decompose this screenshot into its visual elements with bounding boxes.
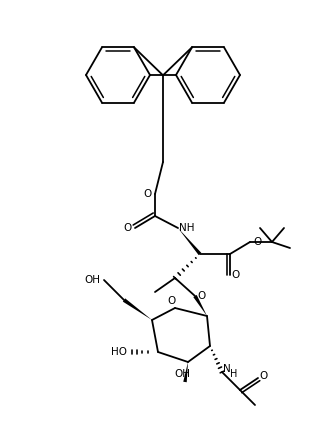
Text: O: O bbox=[253, 237, 261, 247]
Polygon shape bbox=[193, 295, 207, 316]
Text: O: O bbox=[232, 270, 240, 280]
Text: OH: OH bbox=[174, 369, 190, 379]
Text: O: O bbox=[123, 223, 131, 233]
Text: N: N bbox=[223, 364, 231, 374]
Text: O: O bbox=[260, 371, 268, 381]
Polygon shape bbox=[183, 362, 188, 382]
Text: O: O bbox=[168, 296, 176, 306]
Text: O: O bbox=[198, 291, 206, 301]
Text: H: H bbox=[230, 369, 238, 379]
Text: NH: NH bbox=[179, 223, 195, 233]
Text: O: O bbox=[143, 189, 151, 199]
Polygon shape bbox=[123, 298, 152, 320]
Text: HO: HO bbox=[111, 347, 127, 357]
Polygon shape bbox=[178, 228, 201, 255]
Text: OH: OH bbox=[84, 275, 100, 285]
